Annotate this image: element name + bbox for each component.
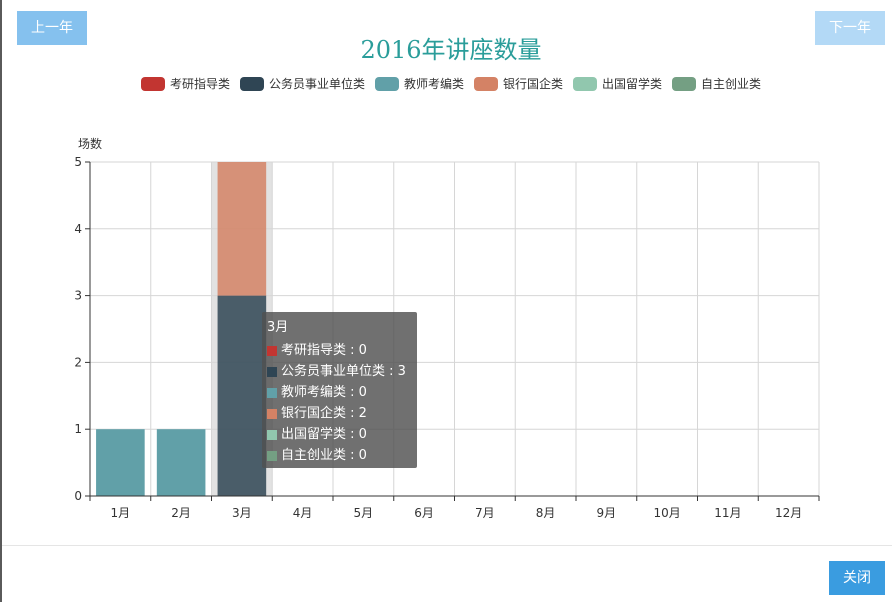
tooltip-row: 出国留学类 : 0 (267, 424, 417, 445)
next-year-button[interactable]: 下一年 (815, 11, 885, 45)
tooltip-title: 3月 (267, 320, 289, 335)
legend-item[interactable]: 公务员事业单位类 (239, 75, 365, 92)
bar-segment (217, 162, 267, 296)
x-tick-label: 12月 (775, 506, 802, 520)
x-tick-label: 1月 (111, 506, 131, 520)
tooltip-color-marker (267, 429, 277, 440)
legend-item[interactable]: 银行国企类 (474, 75, 563, 92)
window-left-border (0, 0, 2, 602)
tooltip-row-label: 自主创业类 : 0 (281, 448, 367, 463)
legend-label: 出国留学类 (602, 77, 663, 91)
chart-legend: 考研指导类 公务员事业单位类 教师考编类 银行国企类 出国留学类 自主创业类 (0, 75, 892, 92)
legend-item[interactable]: 考研指导类 (140, 75, 230, 92)
legend-item[interactable]: 教师考编类 (374, 75, 464, 92)
x-tick-label: 8月 (536, 506, 556, 520)
chart-tooltip: 3月 考研指导类 : 0 公务员事业单位类 : 3 教师考编类 : 0 银行国企类 :… (262, 312, 417, 468)
legend-label: 公务员事业单位类 (268, 77, 365, 91)
tooltip-row: 考研指导类 : 0 (267, 340, 417, 361)
legend-swatch (239, 76, 264, 91)
legend-swatch (374, 76, 399, 91)
y-tick-label: 0 (74, 489, 82, 503)
legend-label: 银行国企类 (503, 77, 564, 91)
tooltip-row-label: 出国留学类 : 0 (281, 427, 367, 442)
legend-swatch (573, 76, 598, 91)
legend-swatch (140, 76, 165, 91)
tooltip-color-marker (267, 345, 277, 356)
tooltip-color-marker (267, 450, 277, 461)
legend-item[interactable]: 出国留学类 (573, 75, 662, 92)
y-tick-label: 1 (74, 422, 82, 436)
bar-segment (156, 429, 206, 496)
tooltip-row: 自主创业类 : 0 (267, 445, 417, 466)
legend-swatch (474, 76, 498, 91)
x-tick-label: 6月 (414, 506, 434, 520)
tooltip-color-marker (267, 387, 277, 398)
footer-divider (2, 545, 892, 546)
x-tick-label: 5月 (354, 506, 374, 520)
legend-label: 自主创业类 (701, 77, 762, 91)
x-tick-label: 7月 (475, 506, 495, 520)
x-tick-label: 4月 (293, 506, 313, 520)
prev-year-button[interactable]: 上一年 (17, 11, 87, 45)
y-tick-label: 4 (74, 222, 82, 236)
y-axis-title: 场数 (78, 136, 102, 151)
tooltip-color-marker (267, 366, 277, 377)
legend-label: 考研指导类 (169, 77, 230, 91)
y-tick-label: 3 (74, 289, 82, 303)
close-button[interactable]: 关闭 (829, 561, 885, 595)
bar-segment (96, 429, 145, 496)
legend-item[interactable]: 自主创业类 (672, 75, 761, 92)
tooltip-row-label: 教师考编类 : 0 (281, 385, 367, 400)
tooltip-color-marker (267, 408, 277, 419)
x-tick-label: 11月 (714, 506, 741, 520)
legend-swatch (672, 76, 697, 91)
x-tick-label: 9月 (597, 506, 617, 520)
tooltip-row: 教师考编类 : 0 (267, 382, 417, 403)
tooltip-row-label: 考研指导类 : 0 (281, 343, 367, 358)
stacked-bar-chart: 0 1 2 3 4 5 1月 2月 3月 4月 5月 6月 7月 8月 9月 10月 11月 12月 场数 (74, 136, 820, 520)
tooltip-row: 公务员事业单位类 : 3 (267, 361, 417, 382)
x-tick-label: 3月 (232, 506, 252, 520)
x-tick-label: 10月 (653, 506, 680, 520)
x-tick-label: 2月 (171, 506, 191, 520)
tooltip-row: 银行国企类 : 2 (267, 403, 417, 424)
legend-label: 教师考编类 (403, 77, 464, 91)
tooltip-row-label: 银行国企类 : 2 (281, 406, 367, 421)
y-tick-label: 2 (74, 355, 82, 369)
bar-segment (217, 295, 267, 496)
tooltip-row-label: 公务员事业单位类 : 3 (281, 364, 406, 379)
chart-title: 2016年讲座数量 (360, 36, 542, 64)
y-tick-label: 5 (74, 155, 82, 169)
